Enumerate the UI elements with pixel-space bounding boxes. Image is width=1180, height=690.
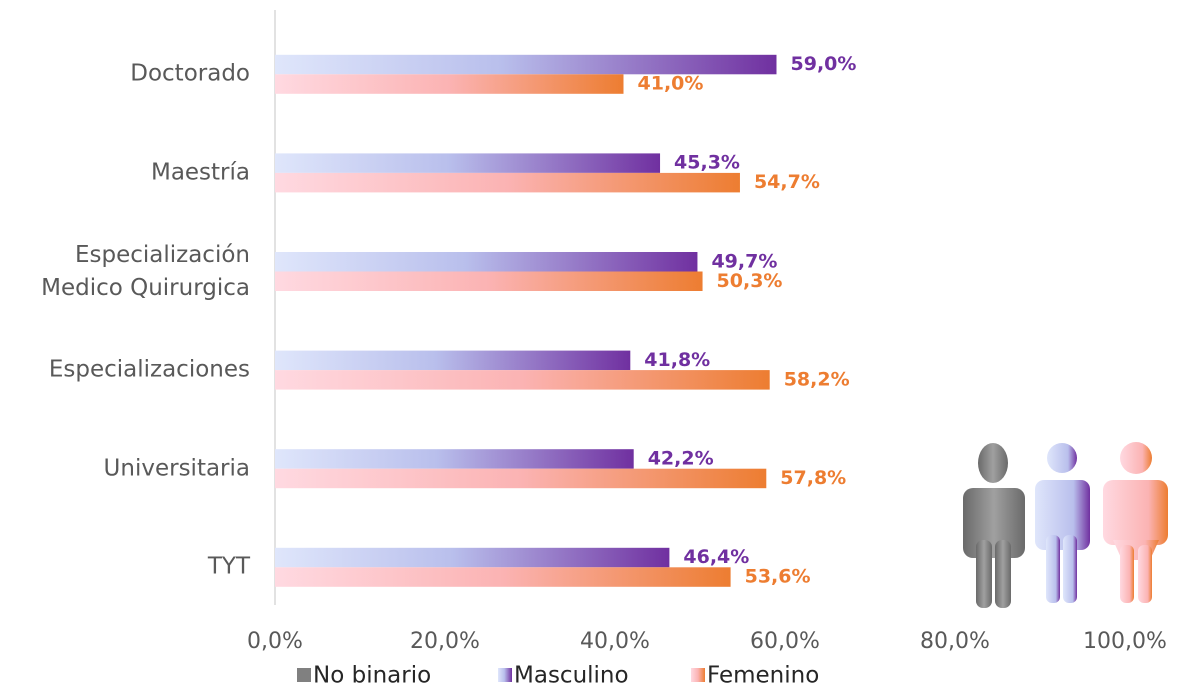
data-label: 49,7% <box>711 250 777 272</box>
bar <box>275 449 634 469</box>
x-tick-label: 0,0% <box>247 629 303 654</box>
category-label: Doctorado <box>130 60 250 87</box>
x-tick-label: 20,0% <box>410 629 480 654</box>
legend-label: Femenino <box>707 663 819 689</box>
data-label: 59,0% <box>791 53 857 75</box>
data-label: 57,8% <box>780 467 846 489</box>
bar <box>275 370 770 390</box>
data-label: 50,3% <box>717 270 783 292</box>
bar <box>275 567 731 587</box>
data-label: 45,3% <box>674 152 740 174</box>
x-tick-label: 80,0% <box>920 629 990 654</box>
bar <box>275 468 767 489</box>
x-tick-label: 60,0% <box>750 629 820 654</box>
data-label: 41,0% <box>638 73 704 95</box>
bar <box>275 54 777 75</box>
x-tick-label: 100,0% <box>1083 629 1167 654</box>
person-icons <box>963 442 1168 608</box>
data-label: 53,6% <box>745 566 811 588</box>
category-label: Especialización Medico Quirurgica <box>41 241 250 301</box>
legend-label: Masculino <box>514 663 629 689</box>
data-label: 42,2% <box>648 447 714 469</box>
bar <box>275 252 698 272</box>
icon-nonbinary <box>963 443 1025 608</box>
data-label: 41,8% <box>644 349 710 371</box>
bar <box>275 271 703 291</box>
category-label: Universitaria <box>103 455 250 482</box>
icon-female <box>1103 442 1168 603</box>
category-label: Maestría <box>150 159 250 186</box>
bar <box>275 74 624 94</box>
bar <box>275 172 740 193</box>
data-label: 54,7% <box>754 171 820 193</box>
x-tick-label: 40,0% <box>580 629 650 654</box>
icon-male <box>1035 443 1090 603</box>
bar <box>275 350 631 371</box>
category-label: TYT <box>207 553 250 580</box>
legend-label: No binario <box>313 663 431 689</box>
legend-swatch <box>297 668 311 682</box>
category-label: Especializaciones <box>48 356 250 383</box>
bar <box>275 153 661 173</box>
legend-swatch <box>498 668 512 682</box>
data-label: 58,2% <box>784 368 850 390</box>
data-label: 46,4% <box>683 546 749 568</box>
bar <box>275 547 670 568</box>
legend-swatch <box>691 668 705 682</box>
